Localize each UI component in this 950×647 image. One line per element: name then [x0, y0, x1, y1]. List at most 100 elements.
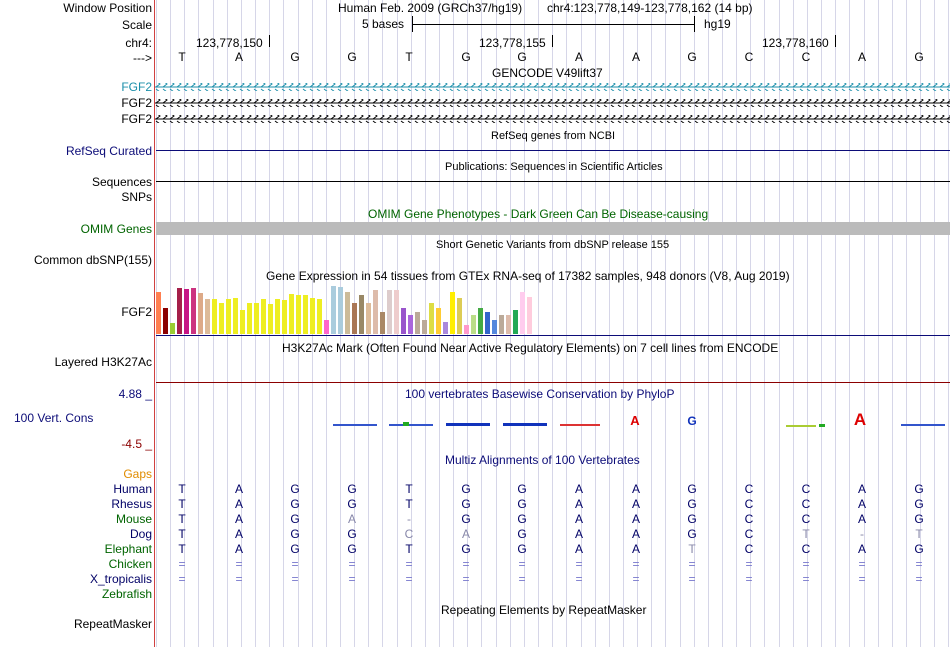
gencode-gene-label[interactable]: FGF2 [121, 96, 152, 110]
gtex-tissue-bar[interactable] [261, 299, 266, 334]
gtex-bar-chart[interactable] [156, 284, 536, 334]
gtex-tissue-bar[interactable] [345, 292, 350, 334]
gtex-tissue-bar[interactable] [219, 303, 224, 334]
species-label[interactable]: Zebrafish [101, 587, 152, 601]
gtex-tissue-bar[interactable] [520, 292, 525, 334]
phylop-logo[interactable]: A G A [156, 405, 950, 435]
gencode-gene-label[interactable]: FGF2 [121, 80, 152, 94]
alignment-base: C [801, 482, 811, 496]
alignment-base: = [178, 557, 186, 571]
species-label[interactable]: Elephant [104, 542, 152, 556]
alignment-base: = [915, 572, 923, 586]
layered-h3k27ac-label[interactable]: Layered H3K27Ac [54, 355, 152, 369]
sequences-label[interactable]: Sequences [91, 175, 152, 189]
phylop-base-mark [901, 424, 945, 426]
gtex-tissue-bar[interactable] [205, 299, 210, 334]
gridline [821, 0, 822, 647]
gtex-tissue-bar[interactable] [338, 287, 343, 334]
repeatmasker-label[interactable]: RepeatMasker [73, 617, 152, 631]
gridline [835, 0, 836, 647]
gridline [538, 0, 539, 647]
gtex-tissue-bar[interactable] [254, 303, 259, 334]
gtex-tissue-bar[interactable] [184, 289, 189, 334]
gtex-tissue-bar[interactable] [527, 297, 532, 334]
gtex-tissue-bar[interactable] [359, 295, 364, 334]
assembly-title: Human Feb. 2009 (GRCh37/hg19) [338, 1, 523, 15]
vert-cons-label[interactable]: 100 Vert. Cons [14, 411, 94, 425]
gtex-tissue-bar[interactable] [289, 294, 294, 334]
omim-gene-bar[interactable] [156, 222, 950, 235]
snps-label[interactable]: SNPs [121, 190, 152, 204]
gtex-tissue-bar[interactable] [408, 315, 413, 334]
h3k27ac-signal[interactable] [156, 382, 950, 383]
alignment-base: G [687, 497, 697, 511]
refseq-gene-line[interactable] [156, 150, 950, 151]
gaps-label[interactable]: Gaps [123, 467, 152, 481]
gtex-tissue-bar[interactable] [506, 315, 511, 334]
gtex-tissue-bar[interactable] [324, 320, 329, 334]
gencode-transcripts[interactable] [155, 80, 950, 126]
gtex-tissue-bar[interactable] [373, 290, 378, 334]
gtex-tissue-bar[interactable] [247, 303, 252, 334]
species-label[interactable]: Human [113, 482, 152, 496]
gtex-tissue-bar[interactable] [163, 308, 168, 334]
gtex-tissue-bar[interactable] [282, 300, 287, 334]
gtex-gene-label[interactable]: FGF2 [121, 305, 152, 319]
gencode-gene-label[interactable]: FGF2 [121, 112, 152, 126]
gtex-tissue-bar[interactable] [296, 295, 301, 334]
gtex-tissue-bar[interactable] [401, 308, 406, 334]
gtex-tissue-bar[interactable] [198, 293, 203, 334]
gtex-tissue-bar[interactable] [499, 315, 504, 334]
species-label[interactable]: Chicken [108, 557, 152, 571]
gtex-tissue-bar[interactable] [275, 299, 280, 334]
gtex-tissue-bar[interactable] [212, 299, 217, 334]
gtex-tissue-bar[interactable] [310, 298, 315, 334]
gtex-tissue-bar[interactable] [240, 310, 245, 334]
gtex-tissue-bar[interactable] [513, 310, 518, 334]
gencode-transcript[interactable] [155, 83, 950, 91]
sequences-line[interactable] [156, 181, 950, 182]
gtex-tissue-bar[interactable] [177, 288, 182, 334]
gtex-tissue-bar[interactable] [317, 299, 322, 334]
gtex-tissue-bar[interactable] [156, 292, 161, 334]
gtex-tissue-bar[interactable] [191, 288, 196, 334]
species-label[interactable]: Mouse [115, 512, 152, 526]
gtex-tissue-bar[interactable] [485, 312, 490, 334]
gtex-tissue-bar[interactable] [457, 298, 462, 334]
gencode-transcript[interactable] [155, 99, 950, 107]
gtex-tissue-bar[interactable] [233, 298, 238, 334]
gtex-tissue-bar[interactable] [352, 303, 357, 334]
omim-genes-label[interactable]: OMIM Genes [80, 222, 152, 236]
gtex-tissue-bar[interactable] [436, 308, 441, 334]
gencode-transcript[interactable] [155, 115, 950, 123]
species-label[interactable]: Rhesus [111, 497, 152, 511]
common-dbsnp-label[interactable]: Common dbSNP(155) [33, 253, 152, 267]
strand-label: ---> [133, 51, 152, 65]
alignment-base: C [801, 542, 811, 556]
gtex-tissue-bar[interactable] [492, 320, 497, 334]
refseq-curated-label[interactable]: RefSeq Curated [65, 144, 152, 158]
gtex-tissue-bar[interactable] [380, 312, 385, 334]
gtex-tissue-bar[interactable] [415, 312, 420, 334]
gtex-tissue-bar[interactable] [226, 299, 231, 334]
gtex-tissue-bar[interactable] [268, 304, 273, 334]
gtex-tissue-bar[interactable] [450, 292, 455, 334]
gtex-tissue-bar[interactable] [170, 323, 175, 334]
gtex-tissue-bar[interactable] [422, 320, 427, 334]
alignment-base: A [234, 482, 243, 496]
h3k27ac-track-title: H3K27Ac Mark (Often Found Near Active Re… [282, 341, 779, 355]
species-label[interactable]: Dog [129, 527, 152, 541]
gtex-tissue-bar[interactable] [471, 315, 476, 334]
gtex-tissue-bar[interactable] [366, 303, 371, 334]
gtex-tissue-bar[interactable] [303, 295, 308, 334]
species-label[interactable]: X_tropicalis [89, 572, 152, 586]
gtex-tissue-bar[interactable] [387, 290, 392, 334]
gtex-tissue-bar[interactable] [331, 286, 336, 334]
position-tick [552, 35, 553, 47]
gtex-tissue-bar[interactable] [443, 322, 448, 334]
alignment-base: = [858, 572, 866, 586]
gtex-tissue-bar[interactable] [394, 290, 399, 334]
gtex-tissue-bar[interactable] [464, 325, 469, 334]
gtex-tissue-bar[interactable] [429, 303, 434, 334]
gtex-tissue-bar[interactable] [478, 308, 483, 334]
